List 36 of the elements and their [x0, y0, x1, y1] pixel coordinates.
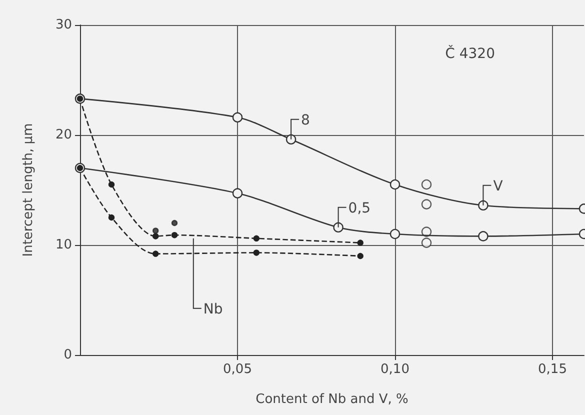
point	[333, 222, 344, 232]
annotation: 0,5	[348, 200, 371, 216]
x-tick-label: 0,05	[223, 362, 252, 377]
point	[421, 199, 432, 210]
annotation: Nb	[203, 301, 223, 318]
point	[421, 179, 432, 190]
point	[152, 250, 159, 257]
point	[357, 252, 364, 260]
y-tick-label: 10	[55, 238, 72, 252]
annotation: 8	[301, 112, 310, 128]
annotation: V	[493, 178, 504, 194]
y-tick-label: 0	[64, 348, 72, 362]
point	[357, 240, 364, 246]
point	[171, 232, 178, 238]
point	[286, 134, 296, 144]
x-tick-label: 0,10	[380, 362, 410, 377]
point	[478, 231, 488, 242]
x-axis-title: Content of Nb and V, %	[256, 392, 408, 407]
point	[108, 214, 115, 221]
point	[171, 220, 178, 226]
point	[390, 179, 400, 190]
x-tick-label: 0,15	[538, 362, 567, 377]
y-tick-label: 20	[55, 128, 72, 142]
point	[108, 181, 115, 188]
point	[232, 188, 243, 198]
point	[152, 228, 159, 234]
point	[232, 112, 243, 122]
text: Č 4320	[445, 45, 496, 62]
point	[253, 235, 260, 242]
point	[421, 238, 432, 248]
point	[253, 250, 260, 256]
point	[478, 200, 488, 210]
y-tick-label: 30	[55, 18, 72, 32]
point	[152, 233, 159, 240]
point	[390, 228, 400, 240]
y-axis-title: Intercept length, μm	[21, 123, 36, 257]
